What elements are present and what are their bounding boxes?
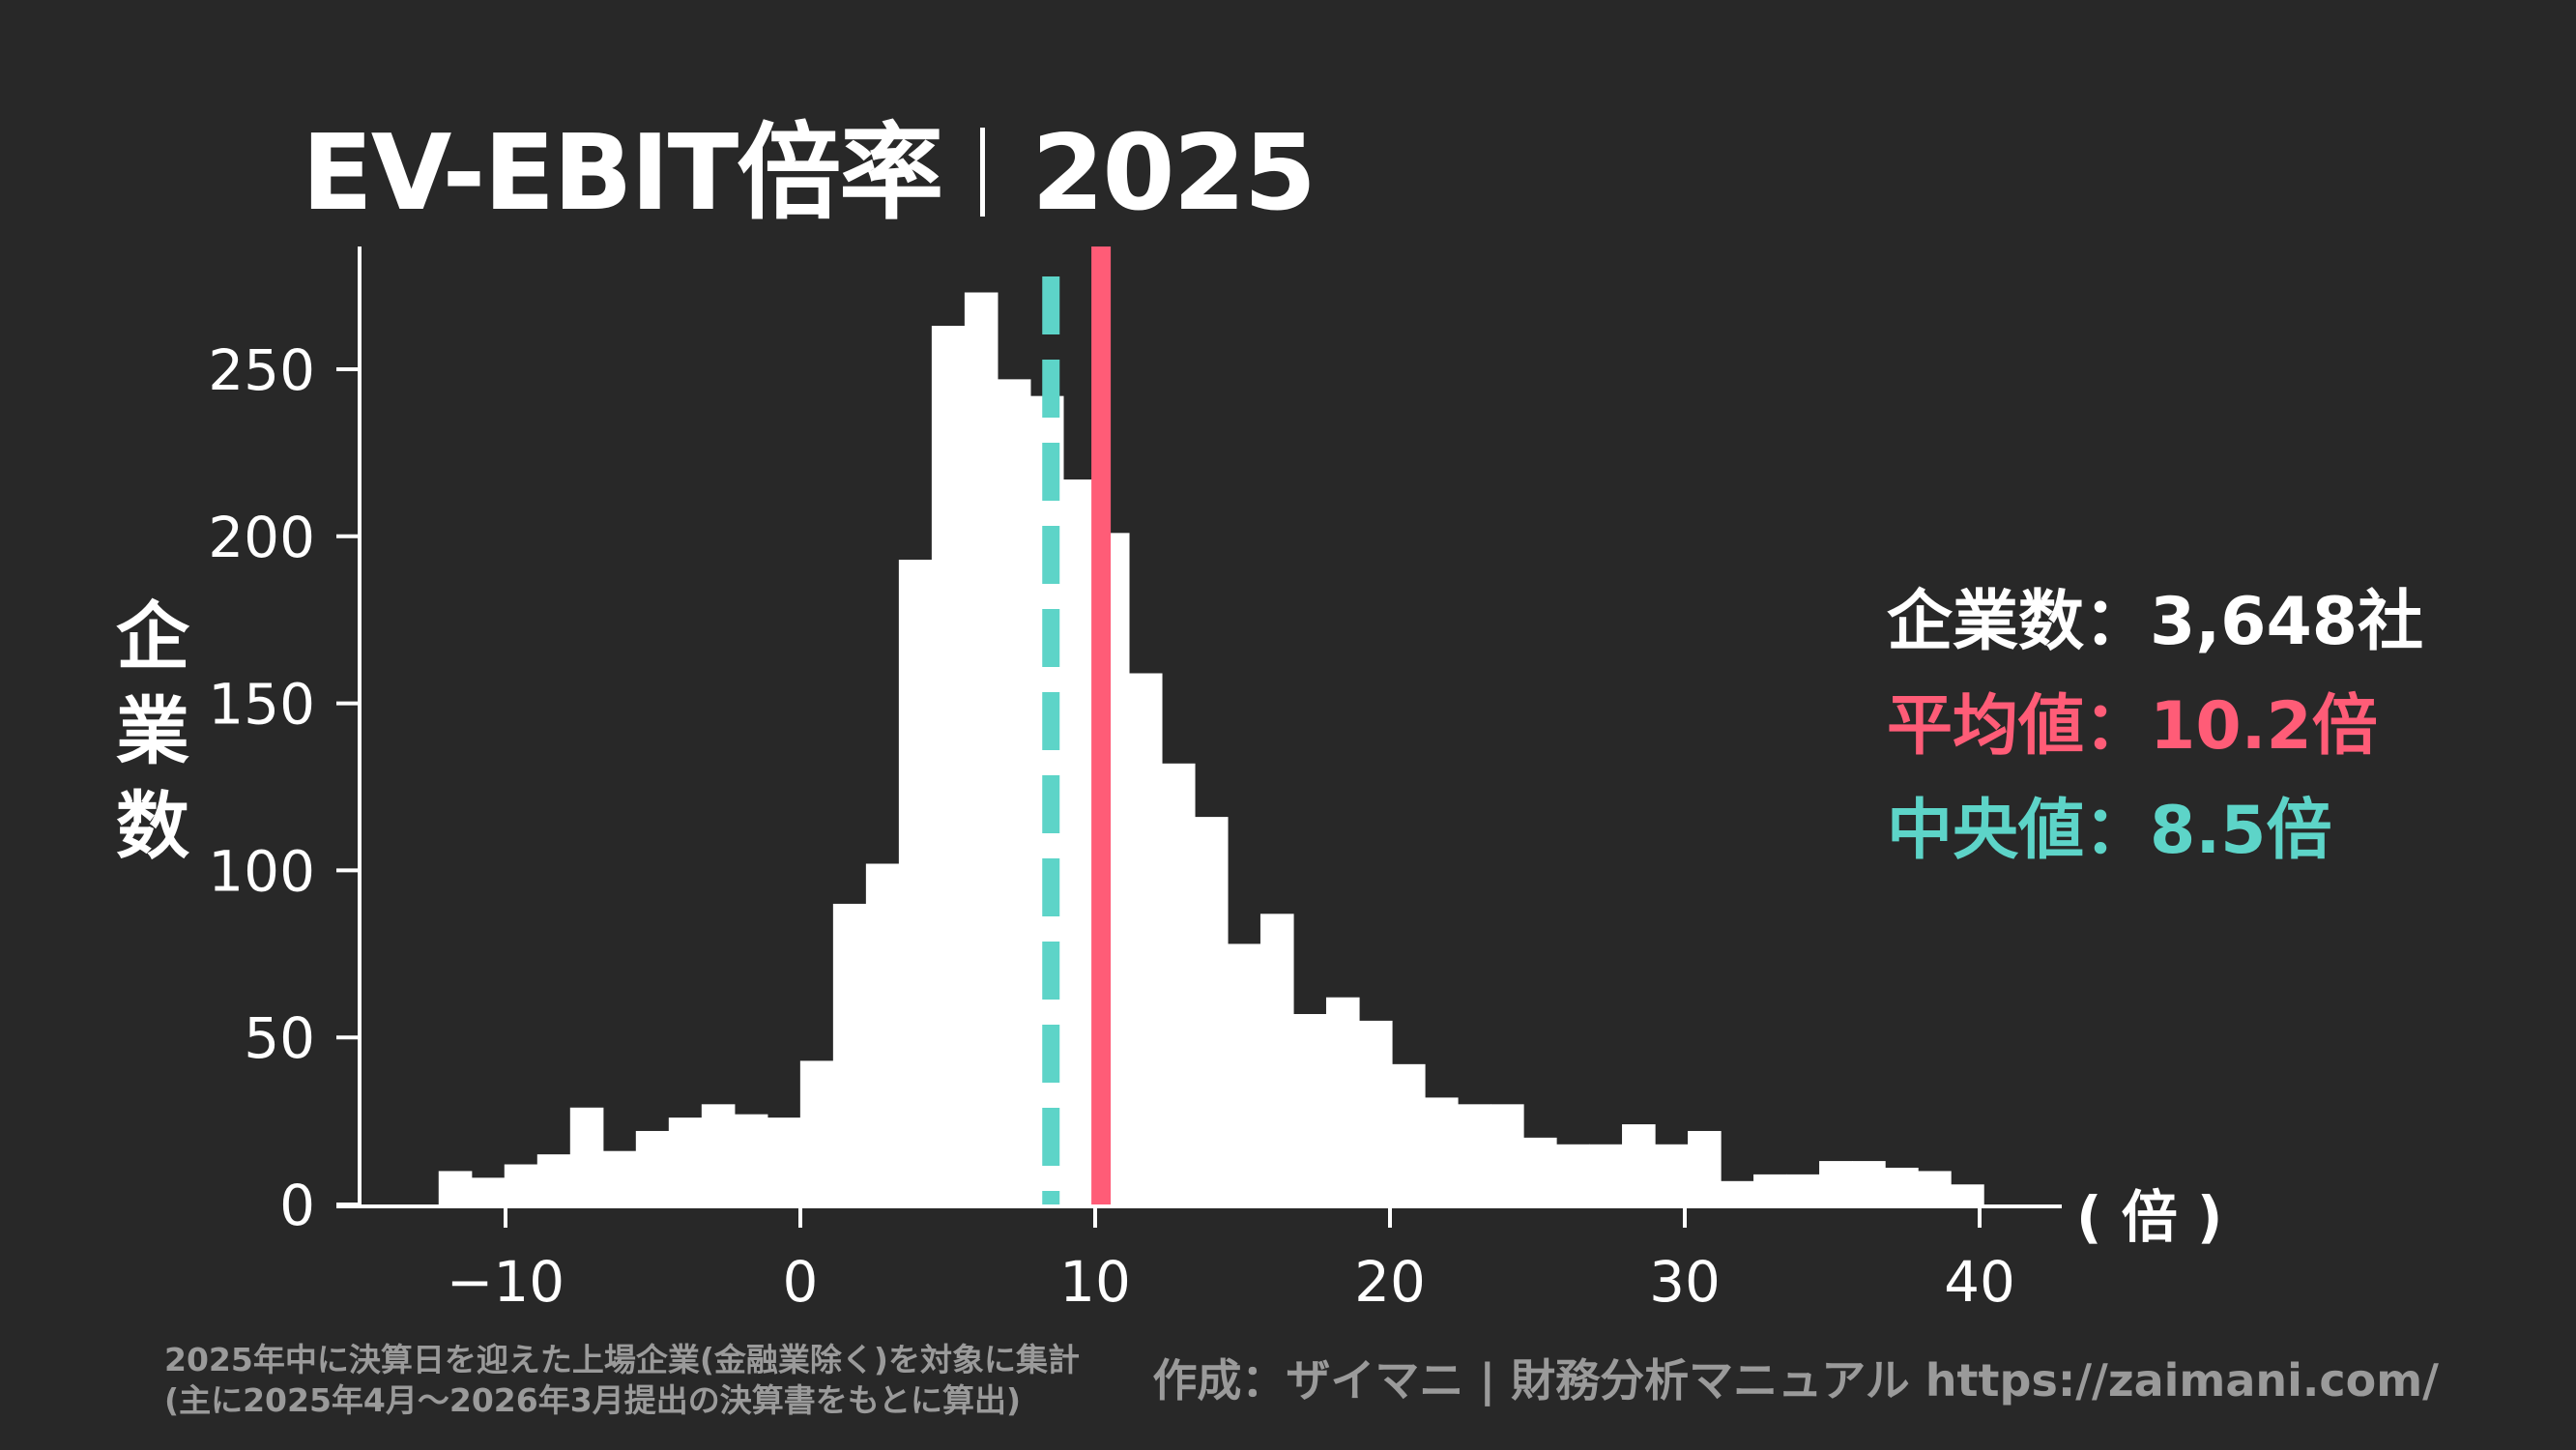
x-tick-label: 10: [1059, 1249, 1131, 1315]
x-tick-label: −10: [447, 1249, 564, 1315]
histogram-bar: [1819, 1161, 1853, 1204]
footer-credit: 作成：ザイマニ | 財務分析マニュアル https://zaimani.com/: [1152, 1354, 2439, 1406]
histogram-bar: [471, 1177, 506, 1204]
histogram-bar: [997, 379, 1031, 1204]
histogram-bar: [767, 1117, 801, 1204]
histogram-bar: [734, 1114, 768, 1204]
histogram-bar: [1128, 673, 1163, 1204]
mean-value: 平均値：10.2倍: [1887, 688, 2378, 765]
histogram-bar: [668, 1117, 703, 1204]
y-tick-label: 150: [208, 672, 315, 738]
histogram-bar: [1062, 479, 1097, 1205]
histogram-bar: [865, 863, 900, 1204]
histogram-bar: [1457, 1104, 1491, 1204]
y-tick-label: 200: [208, 505, 315, 570]
histogram-bar: [1358, 1020, 1393, 1204]
histogram-bar: [1753, 1174, 1787, 1204]
histogram-bar: [1951, 1184, 1984, 1204]
title-separator: [980, 128, 986, 217]
y-tick-label: 0: [279, 1173, 315, 1238]
histogram-bar: [1655, 1144, 1689, 1204]
y-tick-label: 100: [208, 838, 315, 904]
histogram-bar: [799, 1060, 834, 1204]
x-tick-label: 20: [1354, 1249, 1426, 1315]
histogram-bar: [1622, 1124, 1656, 1204]
x-tick-label: 40: [1944, 1249, 2015, 1315]
chart-title: EV-EBIT倍率 2025: [302, 89, 1317, 240]
footer-note-line1: 2025年中に決算日を迎えた上場企業(金融業除く)を対象に集計: [164, 1341, 1081, 1378]
footer-note-line2: (主に2025年4月〜2026年3月提出の決算書をもとに算出): [164, 1381, 1022, 1419]
histogram-bar: [1721, 1180, 1754, 1204]
histogram-bar: [1589, 1144, 1623, 1204]
histogram-bar: [1786, 1174, 1820, 1204]
histogram-bar: [536, 1154, 571, 1204]
histogram-bar: [701, 1104, 736, 1204]
histogram-bar: [1885, 1167, 1919, 1204]
histogram-bar: [1292, 1014, 1327, 1204]
median-value: 中央値：8.5倍: [1887, 793, 2332, 869]
histogram-bar: [1161, 763, 1196, 1204]
histogram-bar: [635, 1130, 670, 1204]
title-main: EV-EBIT倍率: [302, 113, 943, 234]
histogram-bar: [1391, 1063, 1426, 1204]
histogram-bar: [931, 326, 966, 1204]
y-tick-label: 250: [208, 337, 315, 403]
histogram-bar: [1424, 1097, 1459, 1204]
histogram-bar: [438, 1171, 473, 1204]
histogram-bar: [569, 1107, 604, 1204]
histogram-bar: [1227, 943, 1261, 1204]
histogram-bar: [1194, 817, 1229, 1204]
histogram-bar: [1259, 914, 1294, 1204]
x-axis-unit: ( 倍 ): [2076, 1184, 2223, 1250]
histogram-bar: [1325, 997, 1360, 1204]
x-tick-label: 30: [1649, 1249, 1721, 1315]
histogram-bar: [1523, 1137, 1557, 1204]
x-tick-label: 0: [783, 1249, 819, 1315]
histogram-bar: [1556, 1144, 1590, 1204]
histogram-bar: [504, 1164, 538, 1204]
histogram-bar: [1918, 1171, 1952, 1204]
y-tick-label: 50: [244, 1005, 315, 1071]
summary-stats: 企業数：3,648社 平均値：10.2倍 中央値：8.5倍: [1887, 570, 2423, 884]
histogram-bar: [898, 559, 933, 1204]
footer-note: 2025年中に決算日を迎えた上場企業(金融業除く)を対象に集計 (主に2025年…: [164, 1340, 1080, 1421]
histogram-bar: [1852, 1161, 1886, 1204]
title-year: 2025: [1031, 113, 1317, 234]
y-axis-label: 企業数: [116, 594, 189, 869]
histogram-bar: [832, 903, 867, 1204]
company-count: 企業数：3,648社: [1887, 584, 2424, 660]
histogram-bar: [1688, 1130, 1722, 1204]
histogram-bar: [1491, 1104, 1524, 1204]
histogram-bar: [602, 1150, 637, 1204]
histogram-bar: [964, 292, 999, 1205]
